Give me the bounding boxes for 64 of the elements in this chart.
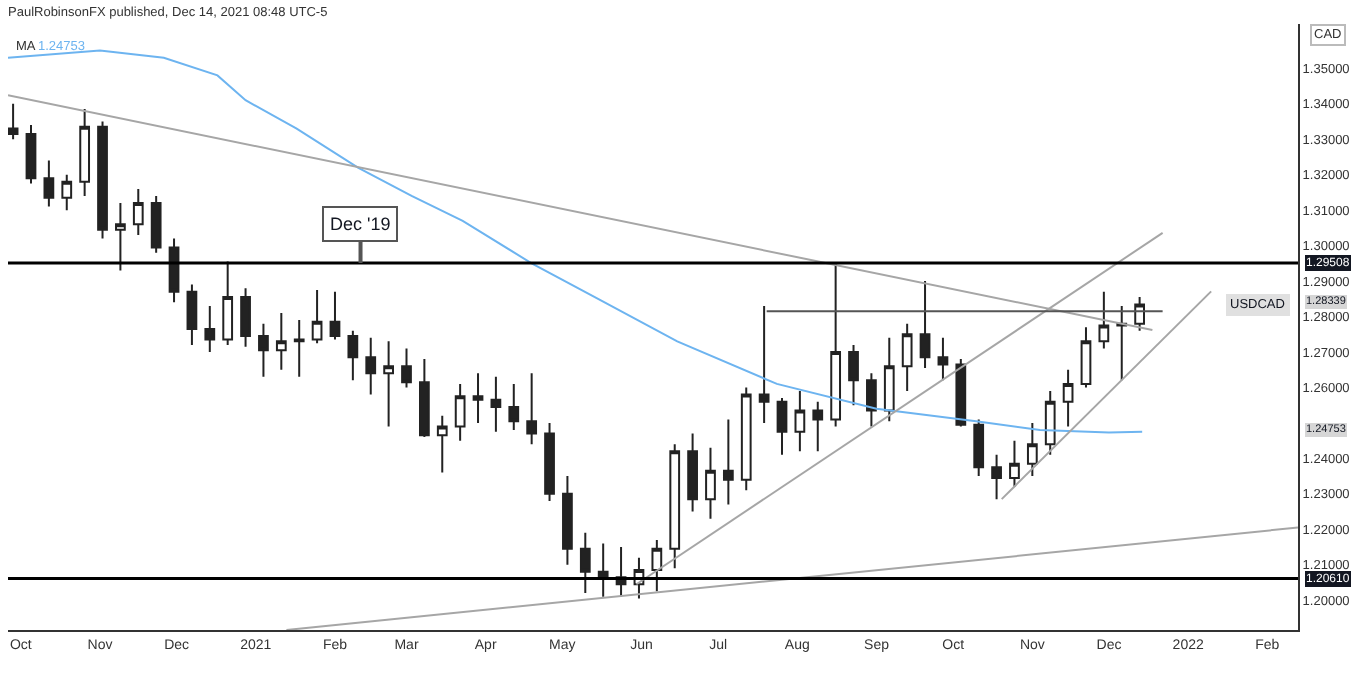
candlestick <box>544 421 555 502</box>
candlestick <box>1044 390 1056 456</box>
candlestick <box>776 397 788 456</box>
candlestick <box>1134 296 1145 332</box>
candlestick <box>61 173 73 212</box>
candlestick <box>132 187 144 236</box>
candlestick <box>1080 326 1092 389</box>
candlestick <box>866 372 877 428</box>
candlestick <box>651 538 663 593</box>
candlestick <box>508 382 520 431</box>
candlestick <box>1009 439 1020 488</box>
candlestick <box>597 542 609 598</box>
candlestick <box>794 390 806 453</box>
candlestick <box>258 322 269 378</box>
candlestick <box>275 312 287 371</box>
candlestick <box>883 336 895 423</box>
candlestick <box>436 414 448 474</box>
candlestick <box>490 375 502 433</box>
candlestick <box>758 304 770 424</box>
annotation: Dec '19 <box>330 214 391 234</box>
candlestick <box>8 102 19 141</box>
candlestick <box>240 287 251 348</box>
candlestick <box>937 336 949 382</box>
candlestick <box>150 194 162 254</box>
candlestick <box>347 329 359 382</box>
candlestick <box>1026 421 1038 478</box>
candlestick <box>204 304 216 353</box>
candlestick <box>25 124 37 185</box>
candlestick <box>293 319 305 378</box>
candlestick <box>222 260 234 346</box>
line-series <box>8 49 1144 434</box>
candlestick <box>848 343 859 407</box>
candlestick <box>955 358 967 428</box>
candlestick <box>311 288 323 345</box>
candlestick <box>526 372 538 446</box>
candlestick <box>973 418 985 478</box>
candlestick <box>419 358 430 439</box>
candlestick <box>329 290 341 341</box>
candlestick <box>722 418 734 506</box>
candlestick <box>186 283 198 346</box>
candlestick <box>919 280 931 369</box>
candlestick <box>365 336 377 396</box>
candlestick <box>1062 368 1074 428</box>
candlestick <box>901 322 913 392</box>
candlestick <box>579 531 591 595</box>
candlestick <box>705 446 716 520</box>
candlestick <box>991 453 1002 501</box>
candlestick <box>115 202 126 272</box>
candlestick <box>669 443 681 570</box>
candlestick <box>97 120 108 240</box>
candlestick <box>79 108 91 197</box>
candlestick <box>168 237 180 304</box>
candlestick <box>812 400 824 453</box>
candlestick <box>830 262 842 428</box>
candlestick <box>383 340 394 428</box>
candlestick <box>562 475 573 566</box>
candlestick <box>472 372 484 424</box>
candlestick <box>740 386 752 492</box>
candlestick <box>401 347 412 389</box>
candlestick <box>1116 304 1128 382</box>
candlestick <box>687 432 698 513</box>
candlestick <box>1098 290 1110 350</box>
candlestick <box>454 382 466 442</box>
candlestick <box>43 159 55 208</box>
